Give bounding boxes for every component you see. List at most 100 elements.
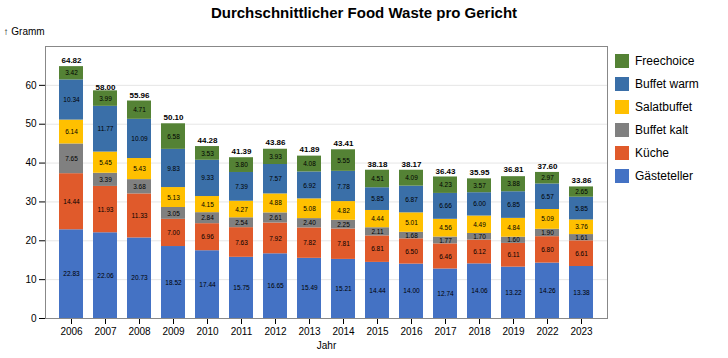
svg-text:3.80: 3.80: [235, 161, 248, 168]
svg-text:11.33: 11.33: [132, 212, 148, 219]
svg-text:4.49: 4.49: [473, 221, 486, 228]
svg-text:4.82: 4.82: [337, 207, 350, 214]
svg-text:10: 10: [25, 274, 37, 285]
svg-text:7.63: 7.63: [235, 239, 248, 246]
svg-text:11.77: 11.77: [98, 125, 114, 132]
svg-text:14.44: 14.44: [369, 287, 386, 294]
svg-text:2.54: 2.54: [235, 219, 248, 226]
svg-text:13.22: 13.22: [505, 289, 522, 296]
svg-text:2014: 2014: [332, 326, 355, 337]
svg-text:2.84: 2.84: [201, 214, 214, 221]
svg-text:9.33: 9.33: [201, 174, 214, 181]
svg-text:6.61: 6.61: [575, 250, 588, 257]
svg-text:41.89: 41.89: [299, 145, 320, 154]
svg-text:5.85: 5.85: [371, 195, 384, 202]
svg-text:16.65: 16.65: [267, 282, 284, 289]
svg-text:2013: 2013: [298, 326, 321, 337]
svg-text:7.82: 7.82: [303, 239, 316, 246]
svg-text:6.12: 6.12: [473, 248, 486, 255]
svg-text:2.11: 2.11: [371, 228, 384, 235]
svg-text:5.01: 5.01: [405, 219, 418, 226]
svg-text:2.40: 2.40: [303, 219, 316, 226]
svg-text:3.05: 3.05: [167, 209, 180, 216]
svg-text:3.57: 3.57: [473, 182, 486, 189]
svg-text:7.78: 7.78: [337, 183, 350, 190]
svg-text:36.43: 36.43: [435, 167, 456, 176]
svg-text:5.09: 5.09: [541, 215, 554, 222]
svg-text:11.93: 11.93: [98, 206, 114, 213]
svg-text:6.11: 6.11: [507, 251, 520, 258]
svg-text:4.08: 4.08: [303, 160, 316, 167]
svg-text:3.68: 3.68: [133, 183, 146, 190]
svg-text:60: 60: [25, 80, 37, 91]
svg-text:4.56: 4.56: [439, 224, 452, 231]
svg-text:10.09: 10.09: [131, 135, 148, 142]
svg-text:4.51: 4.51: [371, 175, 384, 182]
svg-text:4.09: 4.09: [405, 174, 418, 181]
svg-text:2011: 2011: [231, 326, 253, 337]
svg-text:1.90: 1.90: [541, 229, 554, 236]
svg-text:↑ Gramm: ↑ Gramm: [4, 26, 45, 37]
svg-text:36.81: 36.81: [503, 165, 524, 174]
svg-text:15.75: 15.75: [233, 284, 250, 291]
svg-text:58.00: 58.00: [95, 83, 116, 92]
svg-text:6.00: 6.00: [473, 200, 486, 207]
svg-text:13.38: 13.38: [573, 289, 590, 296]
svg-text:7.81: 7.81: [337, 240, 350, 247]
svg-text:6.80: 6.80: [541, 246, 554, 253]
svg-text:22.83: 22.83: [63, 270, 80, 277]
svg-text:2.25: 2.25: [337, 221, 350, 228]
svg-text:2015: 2015: [366, 326, 389, 337]
svg-text:5.43: 5.43: [133, 165, 146, 172]
svg-text:6.46: 6.46: [439, 253, 452, 260]
svg-text:3.93: 3.93: [269, 153, 282, 160]
svg-text:2016: 2016: [400, 326, 423, 337]
svg-text:15.21: 15.21: [335, 285, 352, 292]
svg-text:5.08: 5.08: [303, 205, 316, 212]
svg-text:1.77: 1.77: [439, 237, 452, 244]
svg-text:1.68: 1.68: [405, 232, 418, 239]
svg-text:2012: 2012: [264, 326, 287, 337]
svg-text:3.53: 3.53: [201, 149, 214, 156]
svg-text:38.18: 38.18: [367, 160, 388, 169]
svg-text:2.61: 2.61: [269, 214, 282, 221]
svg-text:5.45: 5.45: [99, 159, 112, 166]
svg-text:0: 0: [31, 313, 37, 324]
svg-text:3.39: 3.39: [99, 176, 112, 183]
svg-text:2010: 2010: [196, 326, 219, 337]
svg-text:9.83: 9.83: [167, 165, 180, 172]
svg-text:6.81: 6.81: [371, 245, 384, 252]
svg-text:2.65: 2.65: [575, 188, 588, 195]
svg-text:4.88: 4.88: [269, 199, 282, 206]
svg-text:6.87: 6.87: [405, 196, 418, 203]
svg-text:41.39: 41.39: [231, 147, 252, 156]
svg-text:4.71: 4.71: [133, 106, 146, 113]
svg-text:1.60: 1.60: [507, 236, 520, 243]
svg-text:43.86: 43.86: [265, 138, 286, 147]
svg-text:43.41: 43.41: [333, 139, 354, 148]
svg-text:2.97: 2.97: [541, 174, 554, 181]
svg-text:6.85: 6.85: [507, 201, 520, 208]
svg-text:30: 30: [25, 196, 37, 207]
svg-text:6.66: 6.66: [439, 202, 452, 209]
svg-text:44.28: 44.28: [197, 136, 218, 145]
svg-text:6.92: 6.92: [303, 181, 316, 188]
svg-text:4.44: 4.44: [371, 215, 384, 222]
svg-text:64.82: 64.82: [61, 56, 82, 65]
svg-text:12.74: 12.74: [437, 290, 454, 297]
svg-text:2018: 2018: [468, 326, 491, 337]
svg-text:5.85: 5.85: [575, 205, 588, 212]
svg-text:14.06: 14.06: [471, 287, 488, 294]
svg-text:4.15: 4.15: [201, 201, 214, 208]
svg-text:5.13: 5.13: [167, 194, 180, 201]
svg-text:7.65: 7.65: [65, 155, 78, 162]
svg-text:15.49: 15.49: [301, 284, 318, 291]
svg-text:14.44: 14.44: [63, 198, 80, 205]
svg-text:6.58: 6.58: [167, 133, 180, 140]
svg-text:55.96: 55.96: [129, 91, 150, 100]
svg-text:2017: 2017: [434, 326, 457, 337]
svg-text:4.23: 4.23: [439, 181, 452, 188]
svg-text:1.70: 1.70: [473, 233, 486, 240]
svg-text:7.92: 7.92: [269, 234, 282, 241]
svg-text:2022: 2022: [536, 326, 559, 337]
